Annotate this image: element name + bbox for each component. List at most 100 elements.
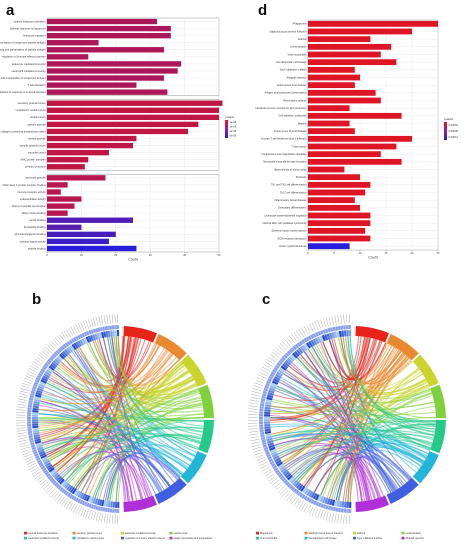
gene-label-tick <box>34 358 43 365</box>
gene-segment <box>36 389 43 394</box>
gene-segment <box>33 403 40 407</box>
gene-fold-change-segment <box>330 327 334 332</box>
panel-letter-b: b <box>32 291 41 308</box>
gene-segment <box>265 401 272 406</box>
gene-fold-change-segment <box>99 326 103 332</box>
pathway-sector-arc <box>180 354 207 387</box>
gene-segment <box>110 501 113 508</box>
category-tick-label: tertiary granule <box>28 136 46 140</box>
gene-segment <box>296 482 302 489</box>
chord-ribbon <box>109 336 198 454</box>
category-tick-label: MHC class II protein complex binding <box>3 183 46 187</box>
chord-ribbon <box>281 373 423 463</box>
chord-ribbon <box>270 407 410 481</box>
gene-label-tick <box>277 345 285 352</box>
gene-label-tick <box>279 487 287 495</box>
gene-label-tick <box>73 504 78 513</box>
category-tick-label: myeloid leukocyte activation <box>13 19 46 23</box>
gene-fold-change-segment <box>57 348 62 353</box>
gene-label-tick <box>317 509 321 518</box>
category-tick-label: Th1 and Th2 cell differentiation <box>271 183 307 187</box>
category-tick-label: Osteoclast differentiation <box>278 206 307 210</box>
bar <box>308 89 376 96</box>
bar <box>308 128 355 135</box>
bar <box>308 97 381 104</box>
gene-segment <box>59 478 65 485</box>
gene-segment <box>338 330 342 338</box>
gene-segment <box>62 481 69 488</box>
gene-fold-change-segment <box>275 469 280 474</box>
gene-label-tick <box>248 425 258 427</box>
gene-fold-change-segment <box>315 501 320 507</box>
bar <box>47 203 75 209</box>
gene-label-tick <box>18 395 28 399</box>
gene-fold-change-segment <box>266 453 271 458</box>
gene-segment <box>264 421 271 425</box>
category-tick-label: Human T-cell leukemia virus 1 infection <box>261 137 307 141</box>
gene-segment <box>271 380 279 385</box>
chord-ribbon <box>300 336 362 384</box>
gene-fold-change-segment <box>312 333 317 338</box>
gene-fold-change-segment <box>337 325 341 331</box>
chord-ribbon <box>303 355 408 487</box>
gene-label-tick <box>109 314 111 324</box>
gene-label-tick <box>31 469 40 475</box>
chord-ribbon <box>111 336 150 498</box>
gene-segment <box>38 383 45 388</box>
category-tick-label: vesicle lumen <box>30 115 46 119</box>
category-tick-label: MHC protein complex <box>21 158 47 162</box>
chord-ribbon <box>347 336 435 433</box>
gene-label-tick <box>20 446 30 450</box>
gene-fold-change-segment <box>264 385 269 390</box>
chord-ribbon <box>291 452 359 502</box>
gene-fold-change-segment <box>307 335 312 340</box>
gene-label-tick <box>25 375 34 380</box>
gene-fold-change-segment <box>288 348 294 354</box>
gene-fold-change-segment <box>81 332 86 338</box>
category-tick-label: antigen processing and presentation of e… <box>0 76 46 80</box>
gene-fold-change-segment <box>59 486 64 492</box>
gene-label-tick <box>22 382 31 387</box>
gene-segment <box>264 414 271 417</box>
gene-label-tick <box>16 425 26 426</box>
gene-segment <box>336 500 340 507</box>
gene-segment <box>33 432 40 436</box>
gene-segment <box>40 379 47 384</box>
category-tick-label: primary lysosome <box>25 165 46 169</box>
gene-fold-change-segment <box>75 335 79 341</box>
gene-label-tick <box>17 437 27 440</box>
gene-label-tick <box>254 382 263 387</box>
gene-segment <box>33 436 41 440</box>
gene-label-tick <box>309 323 314 332</box>
gene-segment <box>92 334 96 341</box>
gene-segment <box>270 451 278 456</box>
pathway-sector-arc <box>412 451 439 484</box>
gene-fold-change-segment <box>286 350 292 356</box>
gene-segment <box>110 330 113 337</box>
gene-label-tick <box>41 481 49 488</box>
gene-label-tick <box>19 444 29 448</box>
gene-segment <box>286 357 293 364</box>
gene-label-tick <box>250 438 260 442</box>
chord-ribbon <box>43 376 193 450</box>
bar <box>47 175 106 181</box>
gene-label-tick <box>43 348 51 355</box>
chord-ribbon <box>49 390 200 462</box>
gene-label-tick <box>52 492 59 500</box>
gene-segment <box>294 481 300 488</box>
gene-fold-change-segment <box>262 441 267 446</box>
chord-ribbon <box>279 444 377 500</box>
gene-label-tick <box>17 398 27 401</box>
gene-label-tick <box>252 446 262 450</box>
gene-segment <box>41 377 48 382</box>
gene-label-tick <box>252 388 262 392</box>
category-tick-label: Inflammatory bowel disease <box>274 198 307 202</box>
gene-segment <box>77 340 83 347</box>
gene-fold-change-segment <box>317 502 322 508</box>
chord-ribbon <box>340 336 417 474</box>
gene-segment <box>326 498 331 505</box>
gene-label-tick <box>17 434 27 437</box>
gene-segment <box>105 500 109 508</box>
category-tick-label: Type I diabetes mellitus <box>279 68 307 72</box>
pathway-sector-arc <box>123 326 158 343</box>
